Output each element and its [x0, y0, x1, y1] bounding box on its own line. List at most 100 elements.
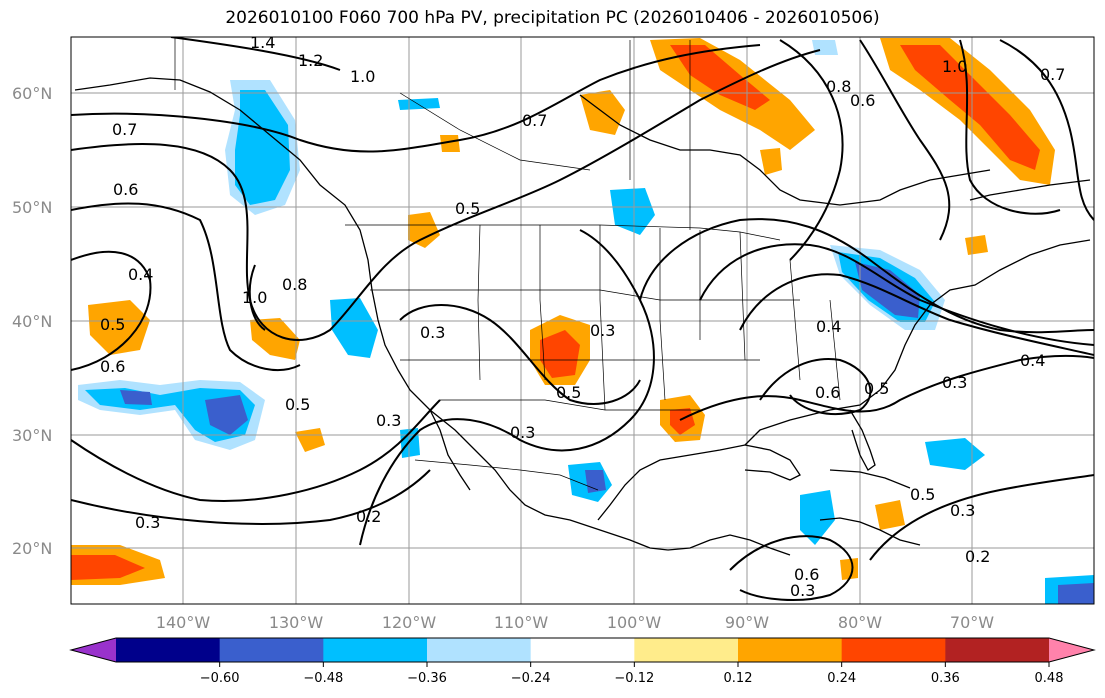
colorbar-segment [116, 638, 221, 662]
contour-label: 0.3 [790, 581, 815, 600]
contour-label: 0.5 [455, 199, 480, 218]
colorbar-segment [530, 638, 635, 662]
precip-shading [71, 38, 1094, 604]
pv-contours [71, 37, 1094, 602]
colorbar-segment [323, 638, 428, 662]
precip-negative-core [398, 98, 440, 110]
precip-positive-area [88, 300, 150, 355]
precip-positive-area [875, 500, 905, 530]
contour-label: 0.6 [850, 91, 875, 110]
map-panel: 1.4 1.2 1.0 0.7 0.7 0.6 0.4 0.5 0.6 0.8 … [70, 33, 1095, 605]
contour-label: 1.2 [298, 51, 323, 70]
longitude-labels: 140°W 130°W 120°W 110°W 100°W 90°W 80°W … [156, 613, 994, 632]
gridlines [71, 37, 1094, 604]
contour-label: 0.3 [510, 423, 535, 442]
colorbar-tick-label: 0.48 [1035, 671, 1064, 686]
precip-positive-core [540, 330, 580, 378]
contour-label: 0.7 [522, 111, 547, 130]
contour-label: 0.5 [100, 315, 125, 334]
contour-label: 0.3 [376, 411, 401, 430]
precip-negative-core [235, 90, 290, 205]
contour-label: 1.4 [250, 33, 275, 52]
coastlines [74, 77, 1091, 556]
colorbar-tick-label: −0.60 [200, 671, 240, 686]
precip-positive-area [440, 135, 460, 152]
colorbar: −0.60 −0.48 −0.36 −0.24 −0.12 0.12 0.24 0.36 0.4… [69, 637, 1096, 686]
contour-label: 0.4 [816, 317, 841, 336]
precip-negative-area [812, 40, 838, 55]
contour-label: 0.6 [100, 357, 125, 376]
political-borders [174, 37, 841, 491]
contour-label: 0.3 [942, 373, 967, 392]
lon-label: 100°W [607, 613, 662, 632]
colorbar-tick-label: 0.24 [827, 671, 856, 686]
colorbar-segment [841, 638, 946, 662]
precip-negative-strong [120, 390, 152, 405]
precip-positive-core [670, 45, 770, 110]
lat-label: 50°N [12, 198, 52, 217]
colorbar-segment [219, 638, 324, 662]
contour-label: 0.3 [135, 513, 160, 532]
lon-label: 120°W [382, 613, 437, 632]
lat-label: 30°N [12, 426, 52, 445]
map-frame [70, 36, 1095, 605]
lat-label: 20°N [12, 539, 52, 558]
contour-label: 1.0 [350, 67, 375, 86]
precip-negative-strong [855, 262, 920, 318]
contour-label: 1.0 [942, 57, 967, 76]
lon-label: 70°W [950, 613, 994, 632]
precip-negative-strong [1058, 583, 1094, 604]
precip-negative-strong [205, 395, 248, 435]
contour-label: 0.3 [590, 321, 615, 340]
lon-label: 90°W [725, 613, 769, 632]
contour-label: 0.5 [864, 379, 889, 398]
colorbar-segment [945, 638, 1050, 662]
colorbar-tick-label: −0.24 [511, 671, 551, 686]
precip-positive-area [965, 235, 988, 255]
colorbar-tick-label: −0.48 [303, 671, 343, 686]
colorbar-extend-low [71, 638, 116, 662]
contour-label: 0.6 [113, 180, 138, 199]
contour-label: 0.6 [794, 565, 819, 584]
colorbar-segment [634, 638, 739, 662]
precip-negative-core [610, 188, 655, 235]
contour-label: 0.6 [815, 383, 840, 402]
colorbar-extend-high [1049, 638, 1094, 662]
precip-positive-area [408, 212, 440, 248]
contour-label: 0.7 [112, 120, 137, 139]
lon-label: 110°W [494, 613, 549, 632]
lon-label: 140°W [156, 613, 211, 632]
contour-label: 1.0 [242, 288, 267, 307]
precip-positive-area [295, 428, 325, 452]
contour-label: 0.3 [950, 501, 975, 520]
contour-label: 0.2 [965, 547, 990, 566]
colorbar-outline [69, 637, 1096, 663]
contour-label: 0.3 [420, 323, 445, 342]
contour-label: 0.4 [1020, 351, 1045, 370]
precip-positive-area [760, 148, 782, 175]
contour-label: 0.8 [826, 77, 851, 96]
precip-positive-core [71, 555, 145, 580]
contour-label: 0.5 [910, 485, 935, 504]
lon-label: 80°W [838, 613, 882, 632]
colorbar-tick-label: 0.12 [724, 671, 753, 686]
precip-negative-core [925, 438, 985, 470]
contour-label: 0.5 [556, 383, 581, 402]
lat-label: 60°N [12, 84, 52, 103]
precip-negative-core [330, 298, 378, 358]
figure-title: 2026010100 F060 700 hPa PV, precipitatio… [225, 8, 880, 28]
lon-label: 130°W [269, 613, 324, 632]
contour-label: 0.7 [1040, 65, 1065, 84]
contour-labels: 1.4 1.2 1.0 0.7 0.7 0.6 0.4 0.5 0.6 0.8 … [100, 33, 1065, 600]
colorbar-tick-label: −0.36 [407, 671, 447, 686]
contour-label: 0.5 [285, 395, 310, 414]
precip-positive-area [840, 558, 858, 580]
colorbar-tick-label: 0.36 [931, 671, 960, 686]
contour-label: 0.4 [128, 265, 153, 284]
precip-positive-core [900, 45, 1040, 170]
latitude-labels: 60°N 50°N 40°N 30°N 20°N [12, 84, 52, 558]
precip-negative-strong [585, 470, 606, 493]
contour-label: 0.2 [356, 507, 381, 526]
colorbar-segment [738, 638, 843, 662]
